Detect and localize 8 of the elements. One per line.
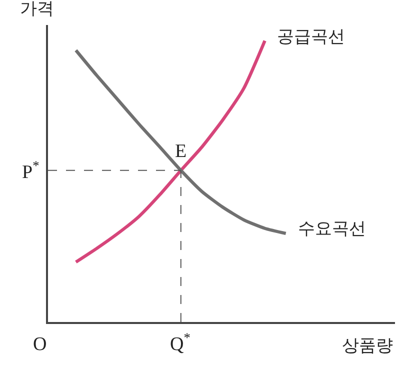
series-label: 공급곡선: [277, 27, 345, 47]
series-label: 수요곡선: [298, 219, 366, 239]
text: Q$^{*}$: [170, 330, 191, 355]
annotation: E: [175, 141, 187, 162]
y-axis-title: 가격: [20, 0, 54, 19]
text: O: [33, 334, 47, 355]
ref-line-label: P$^{*}$: [22, 158, 40, 183]
x-axis-title: 상품량: [342, 336, 393, 356]
